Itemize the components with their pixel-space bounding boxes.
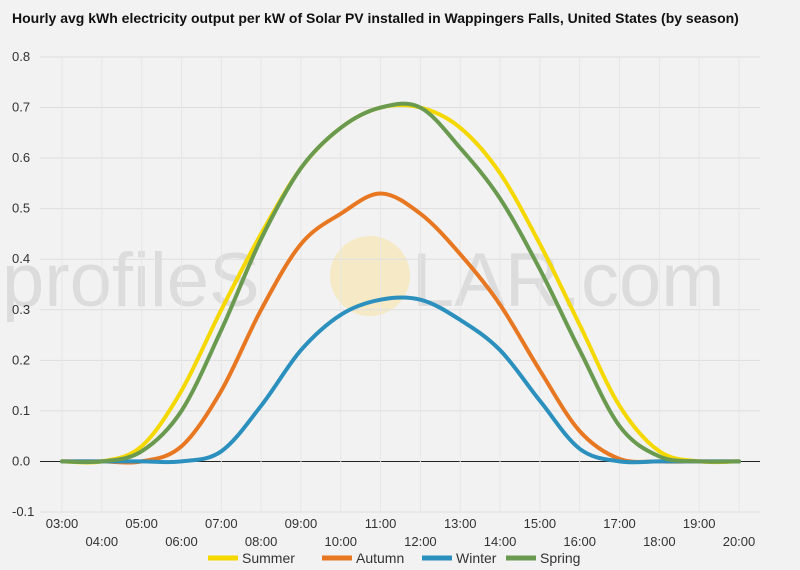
y-tick-label: 0.5: [12, 201, 30, 216]
series-line-autumn: [60, 191, 741, 465]
x-tick-label: 17:00: [603, 516, 636, 531]
x-tick-label: 15:00: [524, 516, 557, 531]
x-tick-label: 14:00: [484, 534, 517, 549]
legend: Summer Autumn Winter Spring: [208, 550, 580, 566]
x-tick-label: 12:00: [404, 534, 437, 549]
watermark-text-right: LAR.com: [412, 238, 725, 323]
legend-label-autumn: Autumn: [356, 550, 404, 566]
y-tick-label: 0.3: [12, 302, 30, 317]
x-tick-label: 10:00: [324, 534, 357, 549]
x-tick-label: 03:00: [46, 516, 79, 531]
y-tick-label: 0.2: [12, 352, 30, 367]
legend-label-winter: Winter: [456, 550, 497, 566]
series-line-spring: [60, 101, 741, 465]
watermark: profileS LAR.com: [2, 236, 725, 323]
x-tick-label: 16:00: [563, 534, 596, 549]
series-lines: [60, 101, 741, 465]
x-tick-label: 08:00: [245, 534, 278, 549]
y-tick-label: -0.1: [12, 504, 34, 519]
series-line-winter: [60, 295, 741, 465]
y-axis-ticks: -0.1 0.0 0.1 0.2 0.3 0.4 0.5 0.6 0.7 0.8: [12, 49, 34, 519]
x-tick-label: 18:00: [643, 534, 676, 549]
x-tick-label: 05:00: [125, 516, 158, 531]
watermark-sun-icon: [330, 236, 410, 316]
x-tick-label: 11:00: [365, 516, 397, 531]
y-tick-label: 0.4: [12, 251, 30, 266]
y-tick-label: 0.0: [12, 453, 30, 468]
x-tick-label: 06:00: [165, 534, 198, 549]
legend-label-spring: Spring: [540, 550, 580, 566]
y-tick-label: 0.1: [12, 403, 30, 418]
x-axis-ticks: 03:00 04:00 05:00 06:00 07:00 08:00 09:00 10:00…: [46, 516, 756, 549]
watermark-text-left: profileS: [2, 238, 260, 323]
y-tick-label: 0.7: [12, 100, 30, 115]
y-tick-label: 0.6: [12, 150, 30, 165]
legend-label-summer: Summer: [242, 550, 295, 566]
x-tick-label: 04:00: [86, 534, 119, 549]
x-tick-label: 19:00: [683, 516, 716, 531]
x-tick-label: 13:00: [444, 516, 477, 531]
chart-title: Hourly avg kWh electricity output per kW…: [12, 10, 739, 26]
y-tick-label: 0.8: [12, 49, 30, 64]
x-tick-label: 07:00: [205, 516, 238, 531]
x-tick-label: 20:00: [723, 534, 756, 549]
x-tick-label: 09:00: [285, 516, 318, 531]
